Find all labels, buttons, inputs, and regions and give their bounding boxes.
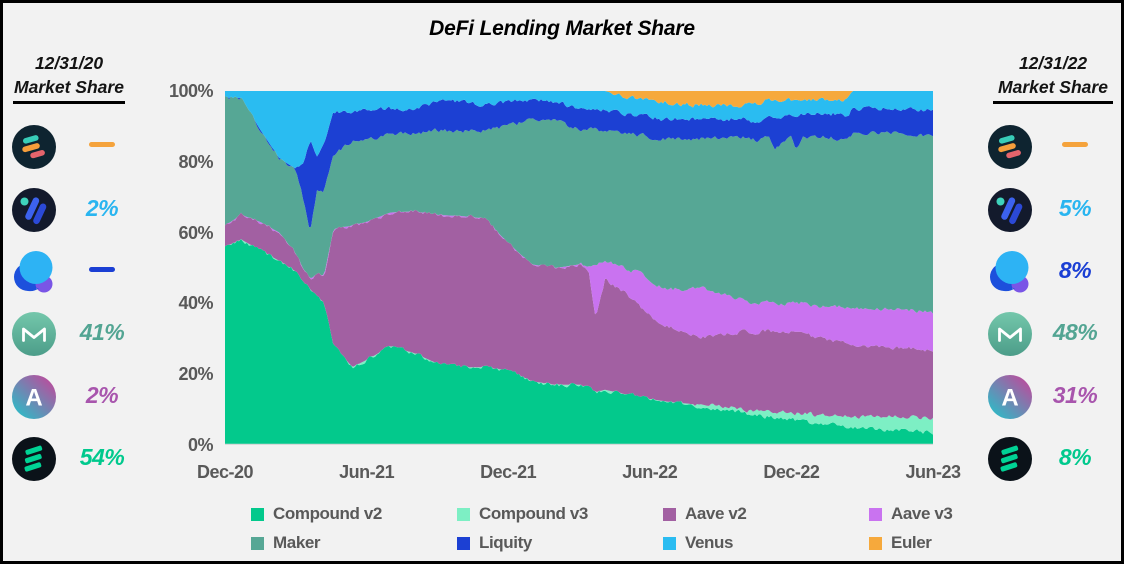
svg-text:A: A (1001, 385, 1018, 412)
maker-market-share-value: 41% (79, 319, 125, 345)
legend-label: Euler (891, 533, 932, 552)
venus-market-share-value: 5% (1058, 195, 1092, 221)
aave-icon: A (12, 375, 56, 419)
aave-market-share-value: 31% (1052, 382, 1098, 408)
x-tick-jun-23: Jun-23 (905, 462, 961, 482)
legend-swatch (251, 536, 264, 550)
legend-item-euler: Euler (869, 533, 1075, 553)
series-liquity (225, 96, 933, 228)
right-panel-underline (993, 101, 1113, 104)
legend-item-compound-v2: Compound v2 (251, 504, 457, 524)
aave-market-share-value: 2% (85, 382, 119, 408)
legend-swatch (251, 507, 264, 521)
left-panel-subtitle: Market Share (14, 77, 124, 97)
series-maker (225, 96, 933, 314)
left-panel-date: 12/31/20 (34, 53, 104, 73)
series-aave-v3 (225, 209, 933, 352)
liquity-icon (12, 250, 56, 294)
legend-item-venus: Venus (663, 533, 869, 553)
compound-market-share-value: 54% (79, 444, 125, 470)
page-title: DeFi Lending Market Share (429, 17, 695, 40)
legend-label: Venus (685, 533, 734, 552)
series-venus (225, 91, 933, 169)
legend-label: Compound v2 (273, 504, 382, 523)
venus-icon (12, 188, 56, 232)
venus-icon (988, 188, 1032, 232)
x-tick-dec-20: Dec-20 (196, 462, 254, 482)
y-tick-20: 20% (178, 364, 213, 385)
right-panel-subtitle: Market Share (998, 77, 1108, 97)
y-tick-40: 40% (178, 293, 213, 314)
svg-text:A: A (25, 385, 42, 412)
maker-icon (12, 312, 56, 356)
compound-icon (988, 437, 1032, 481)
series-aave-v2 (225, 209, 933, 420)
compound-icon (12, 437, 56, 481)
legend-label: Aave v3 (891, 504, 953, 523)
euler-market-share-value (1035, 132, 1115, 159)
legend-item-maker: Maker (251, 533, 457, 553)
stacked-area-chart (225, 91, 933, 445)
legend-swatch (457, 536, 470, 550)
series-compound-v2 (225, 239, 933, 445)
euler-no-value-dash (1062, 142, 1088, 147)
legend-swatch (457, 507, 470, 521)
liquity-icon (988, 250, 1032, 294)
x-tick-dec-22: Dec-22 (763, 462, 820, 482)
legend-swatch (869, 507, 882, 521)
legend-swatch (869, 536, 882, 550)
aave-icon: A (988, 375, 1032, 419)
euler-icon (988, 125, 1032, 169)
liquity-market-share-value: 8% (1058, 257, 1092, 283)
legend-item-liquity: Liquity (457, 533, 663, 553)
legend-label: Compound v3 (479, 504, 588, 523)
y-tick-0: 0% (187, 435, 214, 455)
euler-icon (12, 125, 56, 169)
legend-label: Liquity (479, 533, 532, 552)
liquity-no-value-dash (89, 267, 115, 272)
legend-label: Maker (273, 533, 321, 552)
y-tick-100: 100% (168, 81, 214, 101)
legend-item-aave-v3: Aave v3 (869, 504, 1075, 524)
legend-row-1: Compound v2 Compound v3 Aave v2 Aave v3 (251, 504, 1075, 524)
legend-item-aave-v2: Aave v2 (663, 504, 869, 524)
euler-market-share-value (65, 132, 139, 159)
x-tick-jun-22: Jun-22 (622, 462, 678, 482)
y-tick-60: 60% (178, 222, 213, 243)
maker-market-share-value: 48% (1052, 319, 1098, 345)
left-panel-header: 12/31/20 Market Share (3, 53, 135, 104)
venus-market-share-value: 2% (85, 195, 119, 221)
maker-icon (988, 312, 1032, 356)
right-panel-header: 12/31/22 Market Share (987, 53, 1119, 104)
legend-item-compound-v3: Compound v3 (457, 504, 663, 524)
y-tick-80: 80% (178, 151, 213, 172)
euler-no-value-dash (89, 142, 115, 147)
liquity-market-share-value (65, 257, 139, 284)
right-panel-date: 12/31/22 (1018, 53, 1088, 73)
x-tick-jun-21: Jun-21 (339, 462, 395, 482)
x-tick-dec-21: Dec-21 (480, 462, 537, 482)
legend-swatch (663, 507, 676, 521)
legend-label: Aave v2 (685, 504, 747, 523)
legend-swatch (663, 536, 676, 550)
compound-market-share-value: 8% (1058, 444, 1092, 470)
left-panel-underline (13, 101, 125, 104)
legend-row-2: Maker Liquity Venus Euler (251, 533, 1075, 553)
series-euler (225, 91, 933, 108)
